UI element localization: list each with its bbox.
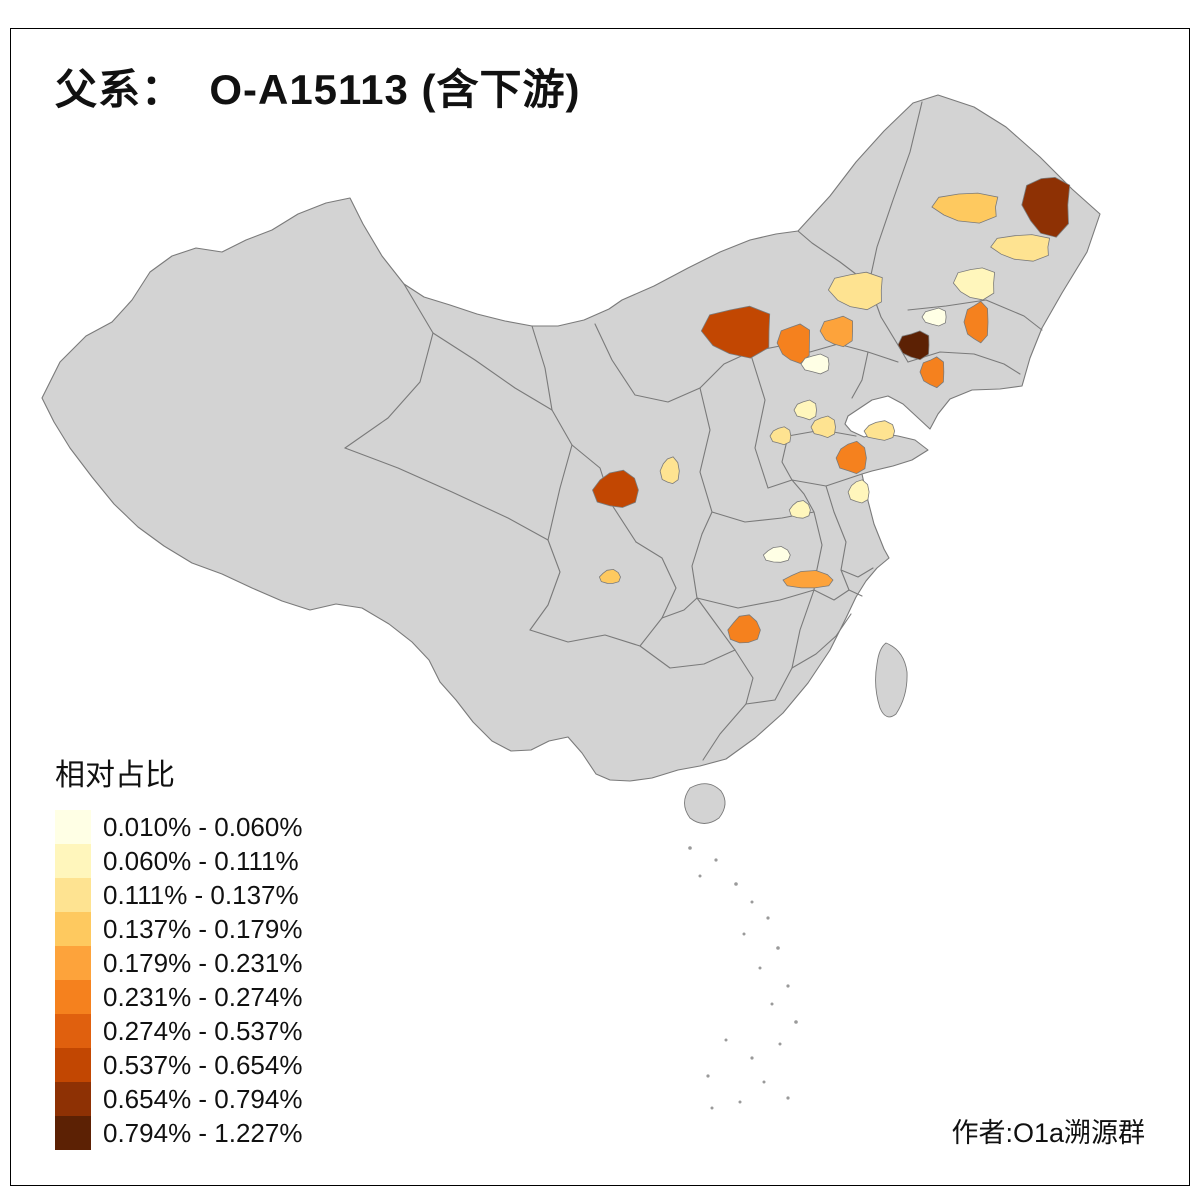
legend-item: 0.179% - 0.231% (55, 946, 302, 980)
legend-label: 0.274% - 0.537% (103, 1015, 303, 1046)
legend-swatch (55, 980, 91, 1014)
province-border (344, 283, 434, 449)
legend-label: 0.794% - 1.227% (103, 1117, 303, 1148)
legend-rows: 0.010% - 0.060% 0.060% - 0.111% 0.111% - 0… (55, 810, 302, 1150)
map-region (897, 330, 930, 361)
legend-label: 0.537% - 0.654% (103, 1049, 303, 1080)
map-region (700, 305, 771, 359)
map-region (810, 415, 836, 439)
legend-swatch (55, 1116, 91, 1150)
legend-swatch (55, 878, 91, 912)
map-region (598, 568, 621, 584)
legend-label: 0.179% - 0.231% (103, 947, 303, 978)
map-region (847, 479, 870, 504)
map-region (835, 440, 867, 475)
legend-swatch (55, 912, 91, 946)
legend-item: 0.060% - 0.111% (55, 844, 302, 878)
map-region (921, 307, 947, 327)
province-border (907, 299, 1043, 331)
province-border (851, 351, 869, 399)
mainland (41, 94, 1101, 782)
legend-swatch (55, 1014, 91, 1048)
province-border (813, 589, 863, 601)
legend-label: 0.231% - 0.274% (103, 981, 303, 1012)
legend-swatch (55, 844, 91, 878)
legend: 相对占比 0.010% - 0.060% 0.060% - 0.111% 0.111… (55, 750, 302, 1150)
legend-label: 0.654% - 0.794% (103, 1083, 303, 1114)
map-region (952, 267, 996, 301)
province-border (691, 533, 703, 599)
province-border (868, 101, 923, 363)
map-region (727, 614, 761, 644)
map-region (659, 456, 680, 485)
legend-title: 相对占比 (55, 759, 175, 792)
province-border (791, 479, 815, 513)
province-border (749, 351, 769, 489)
map-region (793, 399, 817, 421)
map-title: 父系： O-A15113 (含下游) (55, 66, 581, 113)
map-region (782, 570, 834, 589)
legend-swatch (55, 810, 91, 844)
legend-item: 0.794% - 1.227% (55, 1116, 302, 1150)
province-border (432, 332, 553, 411)
legend-item: 0.654% - 0.794% (55, 1082, 302, 1116)
map-region (827, 271, 883, 311)
legend-label: 0.137% - 0.179% (103, 913, 303, 944)
map-region (863, 420, 896, 441)
province-border (635, 541, 677, 619)
legend-item: 0.537% - 0.654% (55, 1048, 302, 1082)
legend-label: 0.060% - 0.111% (103, 845, 299, 876)
china-outline (41, 94, 1101, 782)
map-region (819, 315, 853, 348)
legend-item: 0.274% - 0.537% (55, 1014, 302, 1048)
province-border (529, 539, 561, 631)
province-border (702, 703, 747, 761)
province-border (840, 567, 874, 578)
taiwan-island (875, 642, 908, 718)
map-region (788, 500, 811, 519)
map-region (762, 546, 791, 563)
province-border (767, 479, 793, 489)
map-region (592, 469, 639, 508)
map-region (769, 426, 792, 446)
legend-swatch (55, 1048, 91, 1082)
province-border (699, 387, 713, 535)
map-region (1021, 176, 1071, 238)
province-border (825, 485, 850, 591)
map-region (919, 356, 945, 389)
highlighted-regions (592, 176, 1071, 644)
province-border (344, 447, 549, 541)
map-region (931, 192, 999, 224)
map-region (990, 234, 1051, 262)
south-china-sea-islands (688, 846, 798, 1110)
province-border (734, 649, 754, 705)
province-border (907, 351, 1021, 375)
legend-label: 0.010% - 0.060% (103, 811, 303, 842)
legend-item: 0.231% - 0.274% (55, 980, 302, 1014)
map-region (963, 300, 989, 344)
province-border (791, 613, 852, 669)
hainan-island (684, 783, 726, 824)
legend-item: 0.010% - 0.060% (55, 810, 302, 844)
province-border (797, 230, 870, 285)
legend-item: 0.137% - 0.179% (55, 912, 302, 946)
legend-swatch (55, 1082, 91, 1116)
legend-item: 0.111% - 0.137% (55, 878, 302, 912)
province-border (531, 325, 553, 411)
legend-label: 0.111% - 0.137% (103, 879, 299, 910)
province-border (696, 589, 815, 609)
legend-swatch (55, 946, 91, 980)
province-border (639, 645, 736, 669)
attribution: 作者:O1a溯源群 (951, 1118, 1145, 1148)
province-border (529, 617, 663, 647)
province-border (696, 597, 736, 651)
islands (684, 642, 908, 824)
map-region (800, 353, 830, 375)
province-border (547, 409, 573, 541)
province-border (661, 597, 698, 619)
